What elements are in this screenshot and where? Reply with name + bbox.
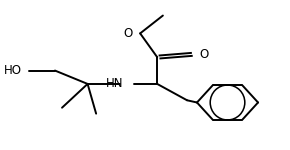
Text: O: O	[124, 27, 133, 40]
Text: HO: HO	[4, 64, 22, 77]
Text: O: O	[199, 48, 208, 61]
Text: HN: HN	[106, 77, 123, 90]
